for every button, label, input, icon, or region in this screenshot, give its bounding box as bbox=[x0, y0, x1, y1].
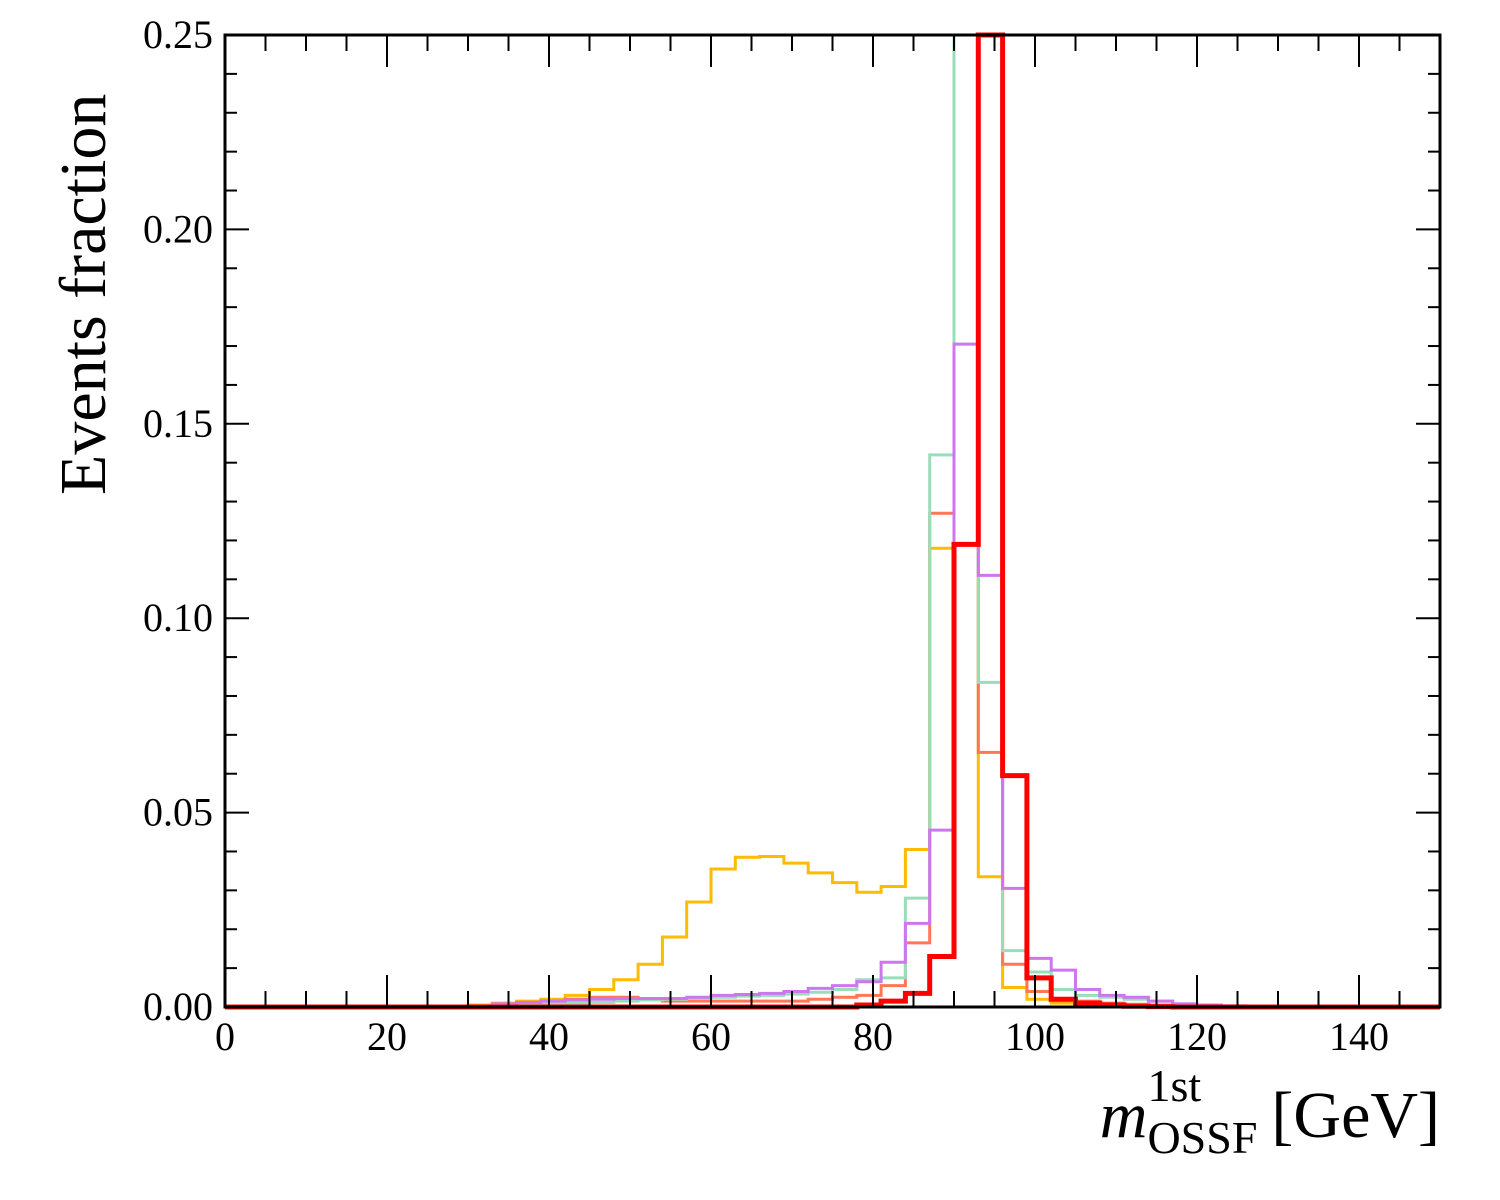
y-tick-label: 0.05 bbox=[143, 790, 213, 835]
series-line-4 bbox=[225, 342, 1440, 1009]
x-axis-unit: [GeV] bbox=[1271, 1079, 1440, 1152]
x-axis-title: m1st OSSF [GeV] bbox=[1100, 1060, 1440, 1163]
y-axis-title: Events fraction bbox=[47, 94, 120, 495]
y-tick-label: 0.10 bbox=[143, 595, 213, 640]
series-line-2 bbox=[225, 33, 1440, 1009]
x-tick-label: 100 bbox=[1005, 1014, 1065, 1059]
x-tick-label: 0 bbox=[215, 1014, 235, 1059]
y-tick-label: 0.20 bbox=[143, 206, 213, 251]
series-line-1 bbox=[225, 33, 1440, 1009]
x-axis-superscript: 1st bbox=[1147, 1060, 1201, 1111]
x-axis-symbol: m bbox=[1100, 1079, 1148, 1152]
x-tick-label: 140 bbox=[1329, 1014, 1389, 1059]
x-tick-label: 40 bbox=[529, 1014, 569, 1059]
series-layer bbox=[225, 32, 1440, 1010]
y-tick-label: 0.25 bbox=[143, 12, 213, 57]
series-line-5 bbox=[225, 32, 1440, 1010]
y-tick-labels: 0.00 0.05 0.10 0.15 0.20 0.25 bbox=[143, 12, 213, 1029]
x-tick-label: 20 bbox=[367, 1014, 407, 1059]
x-tick-label: 120 bbox=[1167, 1014, 1227, 1059]
y-tick-label: 0.15 bbox=[143, 401, 213, 446]
series-line-3 bbox=[225, 33, 1440, 1009]
x-tick-label: 80 bbox=[853, 1014, 893, 1059]
x-axis-subscript: OSSF bbox=[1147, 1112, 1257, 1163]
y-tick-label: 0.00 bbox=[143, 984, 213, 1029]
plot-frame bbox=[223, 33, 1442, 1009]
ticks-layer bbox=[224, 34, 1441, 1008]
x-tick-label: 60 bbox=[691, 1014, 731, 1059]
x-tick-labels: 0 20 40 60 80 100 120 140 bbox=[215, 1014, 1389, 1059]
